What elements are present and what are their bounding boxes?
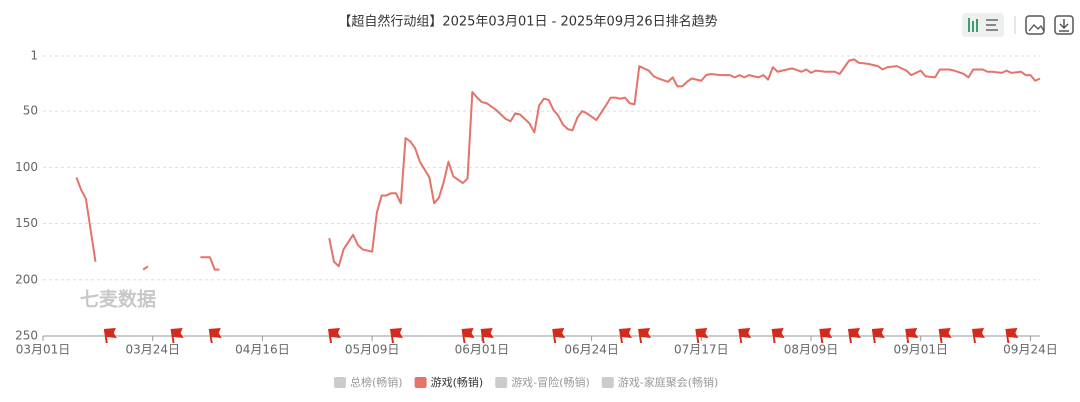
event-flag xyxy=(103,328,117,343)
y-tick-label: 150 xyxy=(15,216,38,230)
image-button[interactable] xyxy=(1025,15,1045,35)
y-tick-label: 1 xyxy=(30,49,38,63)
legend-item[interactable]: 游戏(畅销) xyxy=(414,375,484,389)
y-tick-label: 100 xyxy=(15,160,38,174)
x-tick-label: 06月01日 xyxy=(455,343,510,357)
event-flag xyxy=(618,328,632,343)
legend-swatch xyxy=(414,377,427,388)
watermark: 七麦数据 xyxy=(80,288,156,311)
legend-item[interactable]: 总榜(畅销) xyxy=(334,375,403,389)
event-flag xyxy=(327,328,341,343)
download-button[interactable] xyxy=(1054,15,1074,35)
event-flag xyxy=(461,328,475,343)
toolbar xyxy=(962,13,1074,37)
event-flag xyxy=(971,328,985,343)
y-tick-label: 200 xyxy=(15,272,38,286)
event-flag xyxy=(552,328,566,343)
series-line xyxy=(75,58,1041,271)
legend-label: 游戏-冒险(畅销) xyxy=(511,375,590,389)
event-flag xyxy=(938,328,952,343)
legend-label: 游戏(畅销) xyxy=(431,375,484,389)
x-tick-label: 08月09日 xyxy=(784,343,839,357)
event-flag xyxy=(1005,328,1019,343)
x-tick-label: 05月09日 xyxy=(345,343,400,357)
event-flag xyxy=(480,328,494,343)
event-flag xyxy=(771,328,785,343)
download-icon xyxy=(1059,19,1069,32)
event-flag xyxy=(905,328,919,343)
bar-icon xyxy=(968,18,978,32)
legend-swatch xyxy=(601,377,614,388)
legend-label: 游戏-家庭聚会(畅销) xyxy=(618,375,719,389)
event-flag xyxy=(390,328,404,343)
x-tick-label: 04月16日 xyxy=(235,343,290,357)
legend-swatch xyxy=(495,377,508,388)
event-flag xyxy=(819,328,833,343)
legend-item[interactable]: 游戏-冒险(畅销) xyxy=(495,375,590,389)
legend-label: 总榜(畅销) xyxy=(350,375,403,389)
event-flag xyxy=(871,328,885,343)
image-icon xyxy=(1028,24,1045,32)
event-flag xyxy=(638,328,652,343)
event-flag xyxy=(695,328,709,343)
x-tick-label: 03月01日 xyxy=(16,343,71,357)
x-tick-label: 09月01日 xyxy=(893,343,948,357)
legend-swatch xyxy=(334,377,346,388)
y-tick-label: 250 xyxy=(15,329,38,343)
y-tick-label: 50 xyxy=(23,104,38,118)
x-tick-label: 06月24日 xyxy=(564,343,619,357)
x-tick-label: 07月17日 xyxy=(674,343,729,357)
event-flag xyxy=(738,328,752,343)
event-flag xyxy=(847,328,861,343)
x-tick-label: 03月24日 xyxy=(125,343,180,357)
legend-item[interactable]: 游戏-家庭聚会(畅销) xyxy=(601,375,719,389)
event-flag xyxy=(170,328,184,343)
chart-title: 【超自然行动组】2025年03月01日 - 2025年09月26日排名趋势 xyxy=(338,14,717,30)
x-tick-label: 09月24日 xyxy=(1003,343,1058,357)
list-icon xyxy=(986,19,998,31)
event-flag xyxy=(208,328,222,343)
